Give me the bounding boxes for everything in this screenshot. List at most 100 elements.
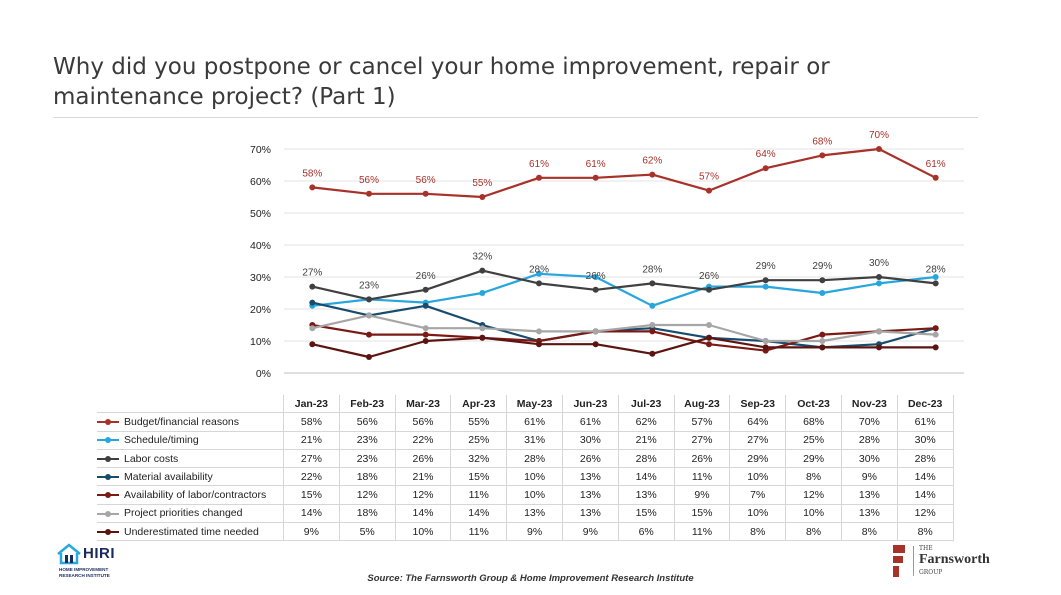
legend-key-icon [97, 510, 119, 518]
table-cell: 32% [450, 448, 508, 469]
data-point [422, 331, 429, 338]
data-label: 64% [756, 149, 776, 160]
data-label: 58% [302, 168, 322, 179]
table-row: Material availability 22% 18% 21% 15% 10% 13% 1… [97, 467, 954, 487]
table-cell: 18% [338, 467, 396, 487]
data-point [536, 174, 542, 181]
data-label: 28% [926, 264, 946, 275]
data-point [649, 322, 656, 328]
data-label: 61% [586, 159, 606, 170]
data-point [309, 299, 316, 306]
data-point [649, 280, 656, 287]
x-tick-label: Apr-23 [450, 395, 508, 414]
series-line [312, 323, 936, 352]
data-label: 55% [472, 178, 492, 189]
data-label: 26% [699, 271, 719, 282]
line-chart: 0% 10% 20% 30% 40% 50% 60% 70% 58% 56% 56% 55% 61% 6… [250, 130, 964, 380]
table-cell: 14% [450, 503, 508, 524]
x-tick-label: Nov-23 [840, 395, 898, 414]
data-point [819, 331, 826, 338]
data-point [819, 277, 826, 284]
legend-entry: Budget/financial reasons [97, 412, 284, 432]
hiri-subtitle: HOME IMPROVEMENT RESEARCH INSTITUTE [59, 567, 110, 578]
data-point [366, 296, 372, 303]
legend-label: Schedule/timing [124, 434, 199, 447]
table-cell: 25% [785, 430, 842, 450]
farnsworth-the: THE [919, 545, 933, 552]
data-point [932, 344, 939, 351]
data-label: 70% [869, 130, 889, 141]
data-label: 32% [472, 252, 492, 263]
table-cell: 22% [283, 467, 340, 487]
data-point [706, 341, 712, 348]
data-point [932, 331, 939, 338]
table-cell: 12% [394, 485, 452, 505]
table-cell: 9% [840, 467, 898, 487]
table-cell: 61% [896, 412, 954, 432]
house-icon [57, 543, 81, 565]
table-cell: 27% [729, 430, 787, 450]
data-point [706, 286, 712, 293]
table-cell: 13% [561, 467, 619, 487]
legend-key-icon [97, 455, 119, 463]
x-tick-label: Dec-23 [896, 395, 954, 414]
y-tick-label: 0% [256, 368, 271, 380]
table-corner [97, 395, 284, 413]
table-row: Underestimated time needed 9% 5% 10% 11% 9% 9%… [97, 522, 954, 542]
data-point [649, 302, 656, 309]
legend-entry: Project priorities changed [97, 503, 284, 524]
data-point [366, 312, 372, 319]
table-cell: 8% [840, 522, 898, 542]
legend-key-icon [97, 473, 119, 481]
data-point [932, 274, 939, 280]
farnsworth-mark-icon [893, 545, 905, 577]
farnsworth-logo: THE Farnsworth GROUP [889, 543, 1019, 583]
data-label: 61% [926, 159, 946, 170]
table-cell: 10% [394, 522, 452, 542]
legend-key-icon [97, 418, 119, 426]
data-point [309, 325, 316, 332]
data-point [819, 338, 826, 344]
data-point [762, 277, 769, 284]
table-cell: 13% [617, 485, 675, 505]
table-cell: 9% [673, 485, 731, 505]
data-point [876, 344, 882, 351]
x-tick-label: Jun-23 [561, 395, 619, 414]
data-point [819, 290, 826, 296]
title-divider [53, 117, 978, 118]
table-cell: 13% [840, 485, 898, 505]
table-row: Availability of labor/contractors 15% 12% 1… [97, 485, 954, 505]
table-cell: 8% [785, 522, 842, 542]
table-cell: 62% [617, 412, 675, 432]
table-cell: 14% [617, 467, 675, 487]
table-cell: 7% [729, 485, 787, 505]
data-point [309, 184, 316, 191]
data-point [479, 334, 486, 341]
data-point [366, 331, 372, 338]
table-cell: 11% [673, 522, 731, 542]
data-point [649, 171, 656, 178]
data-label: 23% [359, 280, 379, 291]
table-cell: 61% [561, 412, 619, 432]
legend-entry: Material availability [97, 467, 284, 487]
data-label: 27% [302, 268, 322, 279]
table-cell: 70% [840, 412, 898, 432]
table-cell: 29% [785, 448, 842, 469]
data-point [876, 280, 882, 287]
table-cell: 30% [840, 448, 898, 469]
table-cell: 12% [896, 503, 954, 524]
data-point [422, 325, 429, 332]
table-cell: 68% [785, 412, 842, 432]
table-cell: 6% [617, 522, 675, 542]
table-cell: 10% [506, 485, 563, 505]
legend-label: Labor costs [124, 452, 179, 465]
table-cell: 5% [338, 522, 396, 542]
table-cell: 10% [506, 467, 563, 487]
data-point [422, 338, 429, 344]
data-point [592, 174, 599, 181]
data-point [479, 194, 486, 200]
series-line [312, 272, 936, 307]
data-point [309, 283, 316, 290]
data-point [706, 187, 712, 194]
table-cell: 13% [506, 503, 563, 524]
